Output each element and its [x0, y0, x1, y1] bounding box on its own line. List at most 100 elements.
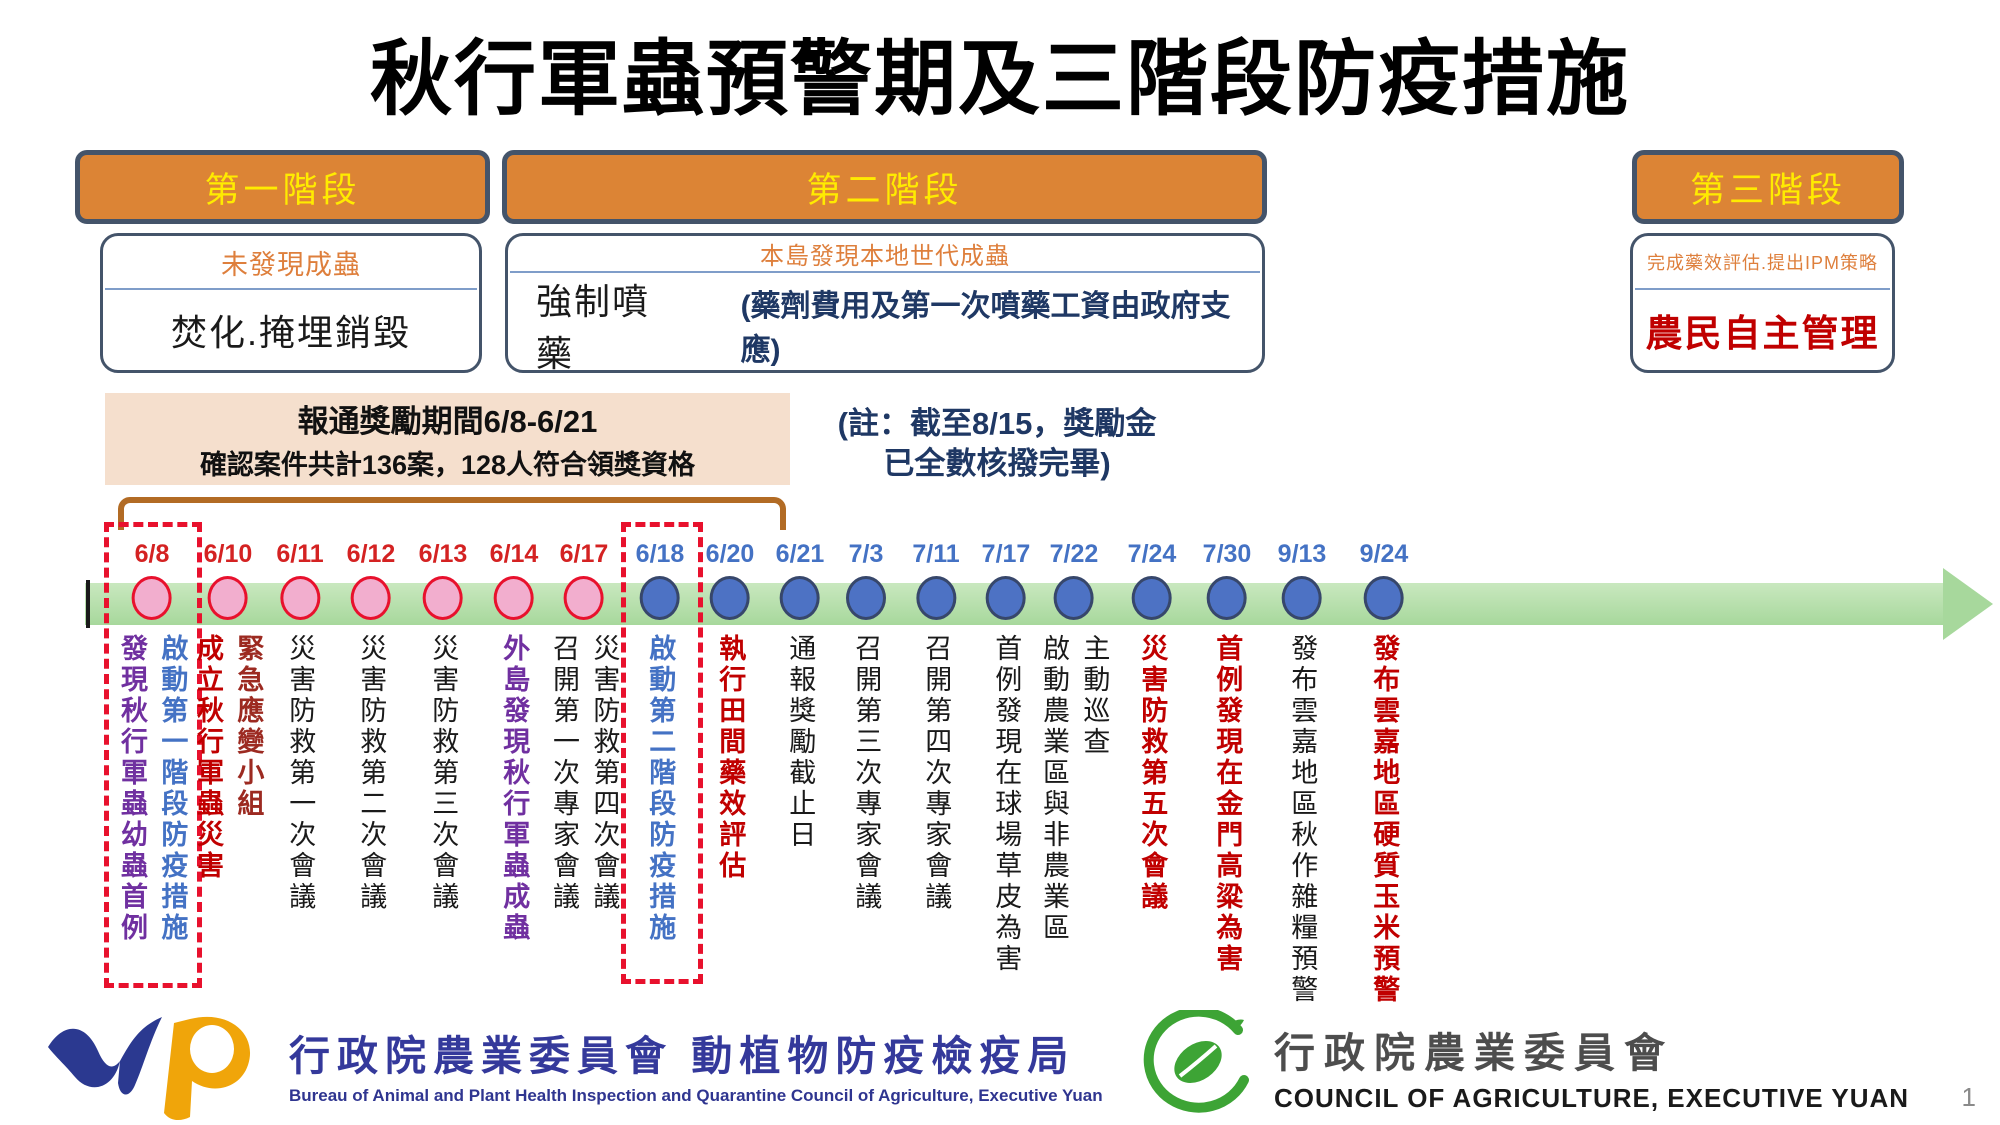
event-labels: 成立秋行軍蟲災害 緊急應變小組 — [192, 634, 265, 882]
divider — [1635, 288, 1890, 290]
footer-left-org: 行政院農業委員會 動植物防疫檢疫局 Bureau of Animal and P… — [40, 1005, 1103, 1123]
timeline-dot — [208, 576, 248, 620]
timeline-date: 9/13 — [1277, 540, 1327, 568]
timeline-event-9-13: 9/13 發布雲嘉地區秋作雜糧預警 — [1278, 540, 1327, 1006]
footer-right-org: 行政院農業委員會 COUNCIL OF AGRICULTURE, EXECUTI… — [1140, 1010, 1909, 1122]
timeline-dot — [846, 576, 886, 620]
event-labels: 發布雲嘉地區秋作雜糧預警 — [1286, 634, 1318, 1006]
timeline-event-6-20: 6/20 執行田間藥效評估 — [706, 540, 755, 882]
reward-note-line1: (註：截至8/15，獎勵金 — [837, 406, 1157, 441]
reward-period-box: 報通獎勵期間6/8-6/21 確認案件共計136案，128人符合領獎資格 — [105, 393, 790, 485]
timeline-date: 7/3 — [848, 540, 884, 568]
stage1-header-label: 第一階段 — [204, 170, 361, 210]
footer-left-name-zh: 行政院農業委員會 動植物防疫檢疫局 — [289, 1033, 1076, 1079]
timeline-event-6-8: 6/8 發現秋行軍蟲幼蟲首例 啟動第一階段防疫措施 — [116, 540, 189, 944]
event-label: 啟動農業區與非農業區 — [1039, 634, 1069, 944]
timeline-date: 7/30 — [1202, 540, 1252, 568]
stage2-box: 本島發現本地世代成蟲 強制噴藥 (藥劑費用及第一次噴藥工資由政府支應) — [505, 233, 1265, 374]
timeline-date: 6/11 — [276, 540, 324, 568]
footer-left-name-en: Bureau of Animal and Plant Health Inspec… — [289, 1086, 1103, 1105]
timeline-date: 6/20 — [705, 540, 755, 568]
timeline-event-6-17: 6/17 召開第一次專家會議 災害防救第四次會議 — [548, 540, 621, 913]
reward-period-line2: 確認案件共計136案，128人符合領獎資格 — [199, 450, 696, 480]
stage1-condition: 未發現成蟲 — [221, 249, 361, 280]
timeline-date: 6/18 — [635, 540, 685, 568]
stage2-action-note: (藥劑費用及第一次噴藥工資由政府支應) — [740, 290, 1231, 367]
timeline-arrowhead-icon — [1943, 568, 1993, 640]
timeline-dot — [985, 576, 1026, 620]
timeline-date: 6/17 — [559, 540, 609, 568]
timeline-event-7-22: 7/22 啟動農業區與非農業區 主動巡查 — [1038, 540, 1111, 944]
event-label: 災害防救第三次會議 — [428, 634, 459, 913]
stage2-condition: 本島發現本地世代成蟲 — [760, 243, 1010, 270]
timeline-dot — [779, 576, 820, 620]
timeline-date: 6/21 — [775, 540, 825, 568]
stage1-box: 未發現成蟲 焚化.掩埋銷毀 — [100, 233, 482, 373]
event-labels: 通報獎勵截止日 — [784, 634, 816, 851]
timeline-date: 9/24 — [1359, 540, 1409, 568]
event-label: 災害防救第五次會議 — [1137, 634, 1168, 913]
timeline-date: 6/10 — [203, 540, 253, 568]
event-label: 災害防救第四次會議 — [589, 634, 620, 913]
timeline-event-7-3: 7/3 召開第三次專家會議 — [846, 540, 886, 913]
event-label: 啟動第二階段防疫措施 — [645, 634, 676, 944]
footer-right-name-en: COUNCIL OF AGRICULTURE, EXECUTIVE YUAN — [1274, 1082, 1910, 1113]
stage2-action-row: 強制噴藥 (藥劑費用及第一次噴藥工資由政府支應) — [508, 273, 1262, 377]
timeline-dot — [639, 576, 680, 620]
event-label: 召開第三次專家會議 — [851, 634, 882, 913]
event-labels: 召開第三次專家會議 — [850, 634, 882, 913]
event-label: 發現秋行軍蟲幼蟲首例 — [117, 634, 147, 944]
timeline-event-6-12: 6/12 災害防救第二次會議 — [347, 540, 396, 913]
reward-period-bracket — [118, 497, 786, 530]
event-label: 執行田間藥效評估 — [715, 634, 746, 882]
event-label: 災害防救第二次會議 — [356, 634, 387, 913]
event-labels: 外島發現秋行軍蟲成蟲 — [498, 634, 530, 944]
timeline-event-7-11: 7/11 召開第四次專家會議 — [912, 540, 959, 913]
event-label: 召開第四次專家會議 — [921, 634, 952, 913]
event-labels: 執行田間藥效評估 — [714, 634, 746, 882]
reward-note: (註：截至8/15，獎勵金 已全數核撥完畢) — [792, 404, 1202, 485]
baphiq-logo-icon — [48, 1016, 251, 1121]
timeline-date: 7/11 — [912, 540, 960, 568]
event-labels: 召開第一次專家會議 災害防救第四次會議 — [548, 634, 621, 913]
timeline-dot — [1363, 576, 1404, 620]
timeline-dot — [422, 576, 463, 620]
highlight-box-6-18 — [621, 522, 703, 984]
event-label: 首例發現在金門高粱為害 — [1212, 634, 1243, 975]
event-label: 緊急應變小組 — [233, 634, 264, 820]
coa-logo-icon — [1143, 1010, 1249, 1113]
timeline-dot — [916, 576, 956, 620]
stage1-action: 焚化.掩埋銷毀 — [170, 312, 411, 353]
event-label: 發布雲嘉地區硬質玉米預警 — [1369, 634, 1400, 1006]
event-labels: 召開第四次專家會議 — [920, 634, 952, 913]
timeline-dot — [493, 576, 534, 620]
timeline-dot — [709, 576, 750, 620]
timeline-date: 6/12 — [346, 540, 396, 568]
timeline-event-6-21: 6/21 通報獎勵截止日 — [776, 540, 825, 851]
timeline-dot — [564, 576, 604, 620]
event-label: 成立秋行軍蟲災害 — [193, 634, 223, 882]
reward-period-line1: 報通獎勵期間6/8-6/21 — [297, 404, 598, 439]
stage1-header: 第一階段 — [75, 150, 490, 224]
event-label: 主動巡查 — [1079, 634, 1110, 758]
timeline-event-7-24: 7/24 災害防救第五次會議 — [1128, 540, 1177, 913]
event-label: 外島發現秋行軍蟲成蟲 — [499, 634, 530, 944]
timeline-date: 6/8 — [134, 540, 170, 568]
timeline-event-6-18: 6/18 啟動第二階段防疫措施 — [636, 540, 685, 944]
timeline-dot — [1131, 576, 1172, 620]
event-labels: 首例發現在金門高粱為害 — [1211, 634, 1243, 975]
timeline-event-7-30: 7/30 首例發現在金門高粱為害 — [1203, 540, 1252, 975]
stage3-action: 農民自主管理 — [1645, 313, 1880, 354]
event-labels: 災害防救第三次會議 — [427, 634, 459, 913]
event-labels: 災害防救第二次會議 — [355, 634, 387, 913]
timeline-date: 7/17 — [981, 540, 1031, 568]
event-label: 啟動第一階段防疫措施 — [157, 634, 188, 944]
event-labels: 發布雲嘉地區硬質玉米預警 — [1368, 634, 1400, 1006]
timeline-dot — [1054, 576, 1094, 620]
footer-right-name-zh: 行政院農業委員會 — [1274, 1029, 1674, 1076]
page-title: 秋行軍蟲預警期及三階段防疫措施 — [369, 34, 1630, 125]
stage3-header: 第三階段 — [1632, 150, 1904, 224]
stage3-condition: 完成藥效評估.提出IPM策略 — [1646, 253, 1878, 273]
timeline-date: 6/13 — [418, 540, 468, 568]
